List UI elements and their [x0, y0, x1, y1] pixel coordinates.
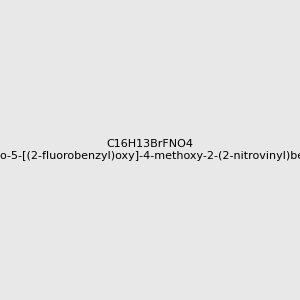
Text: C16H13BrFNO4
1-bromo-5-[(2-fluorobenzyl)oxy]-4-methoxy-2-(2-nitrovinyl)benzene: C16H13BrFNO4 1-bromo-5-[(2-fluorobenzyl)… [0, 139, 300, 161]
